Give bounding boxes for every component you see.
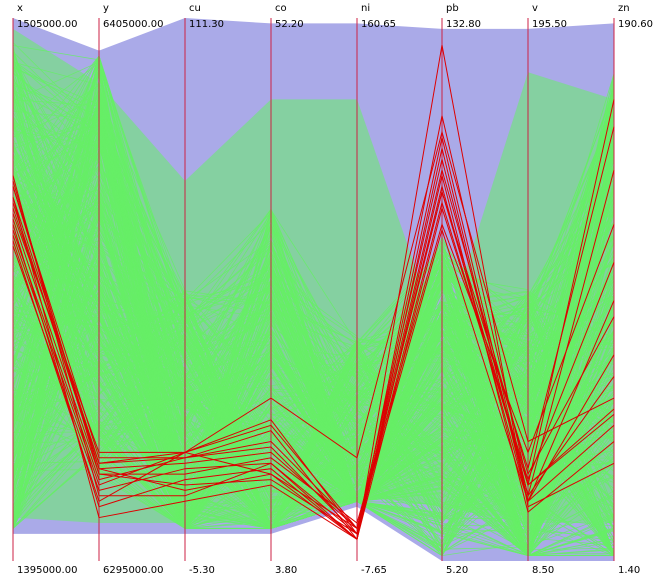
- axis-max-label-v: 195.50: [532, 19, 567, 30]
- axis-max-label-cu: 111.30: [189, 19, 224, 30]
- highlighted-line: [12, 130, 615, 459]
- axis-labels: x 1505000.00 1395000.00 y 6405000.00 6295000.…: [17, 3, 653, 576]
- highlighted-line: [12, 45, 615, 541]
- axis-name-x: x: [17, 3, 23, 14]
- highlighted-line: [12, 197, 615, 530]
- axis-name-y: y: [103, 3, 109, 14]
- axis-max-label-zn: 190.60: [618, 19, 653, 30]
- axis-min-label-pb: 5.20: [446, 565, 468, 576]
- axis-name-v: v: [532, 3, 538, 14]
- highlighted-line: [12, 189, 615, 530]
- data-density-fill: [13, 28, 614, 524]
- axis-name-ni: ni: [361, 3, 370, 14]
- axis-min-label-v: 8.50: [532, 565, 554, 576]
- highlighted-lines: [12, 45, 615, 541]
- axis-min-label-ni: -7.65: [361, 565, 387, 576]
- axis-min-label-cu: -5.30: [189, 565, 215, 576]
- axis-max-label-ni: 160.65: [361, 19, 396, 30]
- axis-max-label-x: 1505000.00: [17, 19, 77, 30]
- highlighted-line: [12, 218, 615, 524]
- axis-name-zn: zn: [618, 3, 630, 14]
- axes: [12, 18, 615, 561]
- axis-min-label-zn: 1.40: [618, 565, 640, 576]
- axis-name-cu: cu: [189, 3, 201, 14]
- axis-max-label-pb: 132.80: [446, 19, 481, 30]
- axis-min-label-co: 3.80: [275, 565, 297, 576]
- axis-min-label-x: 1395000.00: [17, 565, 77, 576]
- axis-min-label-y: 6295000.00: [103, 565, 163, 576]
- axis-name-co: co: [275, 3, 287, 14]
- data-lines: [12, 28, 615, 558]
- axis-max-label-co: 52.20: [275, 19, 304, 30]
- axis-max-label-y: 6405000.00: [103, 19, 163, 30]
- axis-name-pb: pb: [446, 3, 459, 14]
